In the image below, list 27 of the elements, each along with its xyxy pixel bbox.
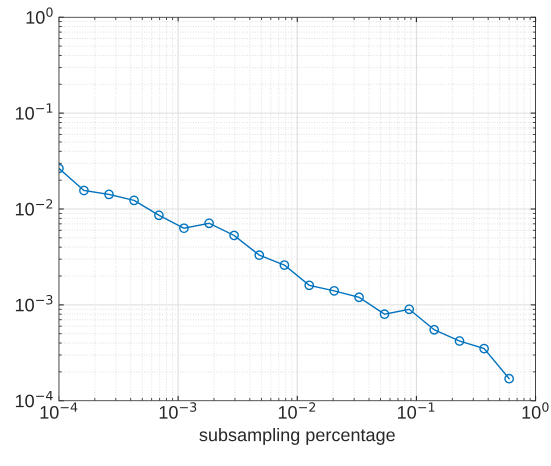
point bbox=[254, 250, 264, 260]
x-axis-title: subsampling percentage bbox=[199, 428, 395, 445]
x-tick-label: 10$^{−1}$ bbox=[398, 402, 434, 419]
point bbox=[404, 304, 414, 314]
point bbox=[329, 286, 340, 296]
point bbox=[429, 324, 440, 335]
y-tick-label: 10$^{0}$ bbox=[26, 7, 53, 24]
point bbox=[280, 260, 290, 270]
point bbox=[504, 374, 514, 384]
x-tick-label: 10$^{−2}$ bbox=[278, 402, 316, 419]
point bbox=[229, 230, 239, 240]
y-tick-label: 10$^{−3}$ bbox=[16, 294, 52, 312]
point bbox=[454, 336, 464, 346]
y-tick-label: 10$^{−1}$ bbox=[16, 103, 52, 120]
point bbox=[79, 186, 89, 196]
point bbox=[204, 218, 214, 228]
point bbox=[154, 210, 164, 220]
point bbox=[304, 280, 314, 290]
x-tick-label: 10$^{0}$ bbox=[522, 402, 549, 419]
y-tick-label: 10$^{−2}$ bbox=[16, 199, 52, 216]
point bbox=[354, 292, 364, 302]
point bbox=[380, 309, 390, 320]
point bbox=[104, 190, 114, 200]
point bbox=[179, 223, 189, 234]
point bbox=[129, 196, 139, 206]
x-tick-label: 10$^{−3}$ bbox=[160, 402, 196, 419]
point bbox=[479, 344, 489, 354]
